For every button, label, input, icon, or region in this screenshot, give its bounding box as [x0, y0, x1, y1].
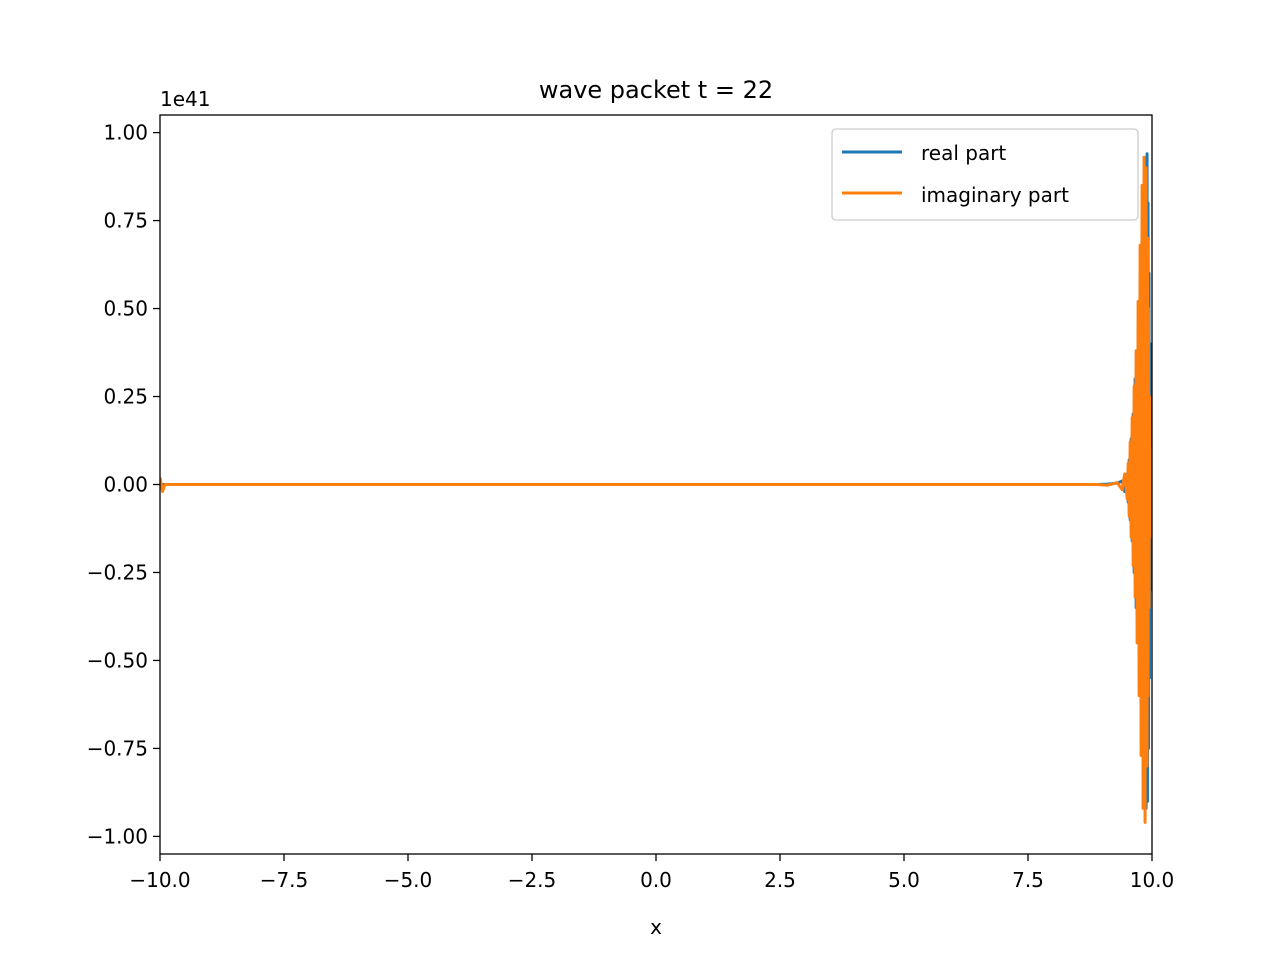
legend-label-imaginary-part: imaginary part	[921, 183, 1069, 207]
y-tick-label: 0.00	[103, 473, 148, 497]
x-tick-label: 2.5	[764, 868, 796, 892]
y-axis: 1.00 0.75 0.50 0.25 0.00 −0.25 −0.50 −0.75 −1.00	[87, 121, 160, 848]
y-axis-offset-label: 1e41	[160, 87, 210, 111]
x-axis-label: x	[650, 915, 662, 939]
y-tick-label: 0.75	[103, 209, 148, 233]
y-tick-label: 0.50	[103, 297, 148, 321]
x-tick-label: 0.0	[640, 868, 672, 892]
x-tick-label: −10.0	[129, 868, 190, 892]
x-axis: −10.0 −7.5 −5.0 −2.5 0.0 2.5 5.0 7.5 10.0	[129, 854, 1174, 892]
series-line-real-part	[160, 152, 1152, 810]
series-group	[160, 152, 1152, 824]
x-tick-label: −5.0	[384, 868, 433, 892]
chart-title: wave packet t = 22	[539, 76, 773, 104]
y-tick-label: −0.75	[87, 736, 148, 760]
x-tick-label: 5.0	[888, 868, 920, 892]
legend-box	[831, 128, 1139, 221]
y-tick-label: −0.50	[87, 648, 148, 672]
x-tick-label: 10.0	[1130, 868, 1175, 892]
series-line-imaginary-part	[160, 155, 1152, 824]
x-tick-label: 7.5	[1012, 868, 1044, 892]
y-tick-label: 1.00	[103, 121, 148, 145]
legend-label-real-part: real part	[921, 141, 1006, 165]
plot-area	[159, 114, 1153, 855]
x-tick-label: −7.5	[260, 868, 309, 892]
y-tick-label: −1.00	[87, 824, 148, 848]
legend: real part imaginary part	[831, 128, 1139, 221]
x-tick-label: −2.5	[508, 868, 557, 892]
y-tick-label: −0.25	[87, 560, 148, 584]
y-tick-label: 0.25	[103, 385, 148, 409]
